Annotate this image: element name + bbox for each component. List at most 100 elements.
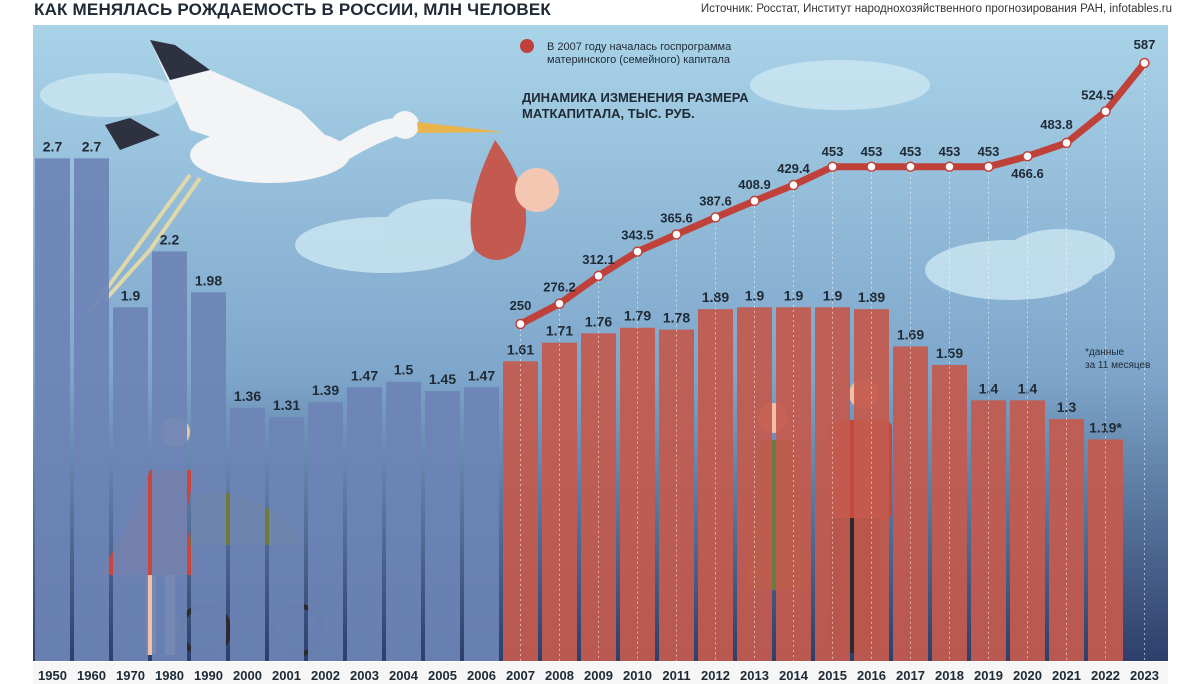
- bar-value-label-2010: 1.79: [624, 308, 651, 324]
- x-tick-label-2009: 2009: [584, 668, 613, 683]
- x-tick-label-2018: 2018: [935, 668, 964, 683]
- line-point-2007: [515, 318, 526, 330]
- x-tick-label-2003: 2003: [350, 668, 379, 683]
- line-value-label-2020: 466.6: [1011, 166, 1044, 181]
- x-tick-label-1990: 1990: [194, 668, 223, 683]
- bar-2002: [308, 402, 343, 661]
- line-point-2016: [866, 161, 877, 173]
- stork-illustration: [86, 40, 505, 314]
- bar-1950: [35, 158, 70, 661]
- bar-value-label-2017: 1.69: [897, 326, 924, 342]
- bar-value-label-2001: 1.31: [273, 397, 300, 413]
- bar-value-label-1970: 1.9: [121, 287, 141, 303]
- bar-1960: [74, 158, 109, 661]
- line-value-label-2017: 453: [900, 144, 922, 159]
- x-tick-label-2014: 2014: [779, 668, 809, 683]
- bar-value-label-1980: 2.2: [160, 231, 180, 247]
- x-tick-label-2017: 2017: [896, 668, 925, 683]
- page-title: КАК МЕНЯЛАСЬ РОЖДАЕМОСТЬ В РОССИИ, МЛН Ч…: [34, 0, 552, 19]
- line-value-label-2011: 365.6: [660, 210, 693, 225]
- bar-value-label-2003: 1.47: [351, 367, 378, 383]
- line-value-label-2021: 483.8: [1040, 117, 1073, 132]
- x-tick-label-2021: 2021: [1052, 668, 1081, 683]
- x-tick-label-2008: 2008: [545, 668, 574, 683]
- line-value-label-2008: 276.2: [543, 280, 576, 295]
- bar-2003: [347, 387, 382, 661]
- x-tick-label-2006: 2006: [467, 668, 496, 683]
- line-point-2010: [632, 246, 643, 257]
- line-point-2012: [710, 212, 721, 223]
- bar-2000: [230, 407, 265, 661]
- line-value-label-2012: 387.6: [699, 193, 732, 208]
- x-axis-band: [33, 662, 1168, 684]
- line-value-label-2022: 524.5: [1081, 87, 1114, 102]
- x-tick-label-1960: 1960: [77, 668, 106, 683]
- clouds: [40, 60, 1115, 300]
- line-point-2015: [827, 161, 838, 173]
- x-tick-label-2002: 2002: [311, 668, 340, 683]
- x-tick-label-2012: 2012: [701, 668, 730, 683]
- line-point-2019: [983, 161, 994, 173]
- x-tick-label-2010: 2010: [623, 668, 652, 683]
- x-tick-label-2015: 2015: [818, 668, 847, 683]
- line-point-2009: [593, 270, 604, 282]
- bar-1990: [191, 292, 226, 661]
- matkapital-line-layer: 250 276.2 312.1 343.5 365.6 387.6 408.9 429.4 45…: [510, 37, 1156, 661]
- bar-value-label-2011: 1.78: [663, 310, 690, 326]
- x-tick-label-1950: 1950: [38, 668, 67, 683]
- footnote-1: *данные: [1085, 347, 1125, 358]
- bar-value-label-1960: 2.7: [82, 138, 102, 154]
- bar-2004: [386, 381, 421, 661]
- x-tick-label-2023: 2023: [1130, 668, 1159, 683]
- line-chart-title-1: ДИНАМИКА ИЗМЕНЕНИЯ РАЗМЕРА: [522, 90, 749, 105]
- x-tick-label-2000: 2000: [233, 668, 262, 683]
- line-value-label-2015: 453: [822, 144, 844, 159]
- x-tick-label-2004: 2004: [389, 668, 419, 683]
- line-point-2017: [905, 161, 916, 173]
- x-tick-label-2011: 2011: [662, 668, 690, 683]
- footnote-2: за 11 месяцев: [1085, 360, 1150, 371]
- x-tick-label-2016: 2016: [857, 668, 886, 683]
- bar-1970: [113, 307, 148, 661]
- line-point-2008: [554, 298, 565, 309]
- bar-value-label-1990: 1.98: [195, 272, 222, 288]
- legend-text-1: В 2007 году началась госпрограмма: [547, 41, 732, 53]
- line-point-2020: [1022, 150, 1033, 162]
- bar-value-label-2021: 1.3: [1057, 399, 1077, 415]
- bar-value-label-2006: 1.47: [468, 367, 495, 383]
- bar-2001: [269, 417, 304, 661]
- line-point-2014: [788, 179, 799, 191]
- x-tick-label-1980: 1980: [155, 668, 184, 683]
- bar-value-label-2000: 1.36: [234, 388, 261, 404]
- x-tick-label-2019: 2019: [974, 668, 1003, 683]
- line-point-2023: [1139, 57, 1150, 69]
- line-value-label-2018: 453: [939, 144, 961, 159]
- bar-value-label-2015: 1.9: [823, 287, 843, 303]
- line-value-label-2013: 408.9: [738, 177, 771, 192]
- x-tick-label-2020: 2020: [1013, 668, 1042, 683]
- x-tick-label-2022: 2022: [1091, 668, 1120, 683]
- line-point-2021: [1061, 137, 1072, 149]
- line-value-label-2019: 453: [978, 144, 1000, 159]
- bar-value-label-2004: 1.5: [394, 362, 414, 378]
- legend: В 2007 году началась госпрограмма матери…: [520, 39, 732, 66]
- line-point-2022: [1100, 106, 1111, 117]
- bar-value-label-2012: 1.89: [702, 289, 729, 305]
- x-axis: 1950 1960 1970 1980 1990 2000 2001 2002 2003 2004…: [33, 662, 1168, 684]
- line-value-label-2023: 587: [1134, 37, 1156, 52]
- bar-value-label-2013: 1.9: [745, 287, 765, 303]
- bar-2007: [503, 361, 538, 661]
- x-tick-label-2013: 2013: [740, 668, 769, 683]
- bar-2013: [737, 307, 772, 661]
- bar-value-label-1950: 2.7: [43, 138, 63, 154]
- line-value-label-2009: 312.1: [582, 252, 615, 267]
- x-tick-label-2007: 2007: [506, 668, 535, 683]
- bar-2005: [425, 391, 460, 661]
- line-value-label-2016: 453: [861, 144, 883, 159]
- x-tick-label-2005: 2005: [428, 668, 457, 683]
- legend-text-2: материнского (семейного) капитала: [547, 54, 731, 66]
- line-point-2013: [749, 195, 760, 207]
- line-value-label-2007: 250: [510, 298, 532, 313]
- bar-2006: [464, 387, 499, 661]
